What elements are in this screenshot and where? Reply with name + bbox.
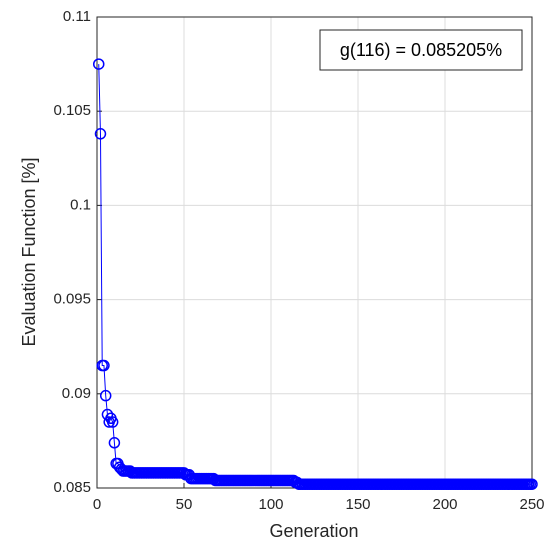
y-tick-label: 0.085	[53, 479, 91, 496]
marker	[108, 437, 121, 449]
marker	[106, 416, 119, 428]
x-tick-label: 200	[432, 496, 457, 513]
y-axis-label: Evaluation Function [%]	[19, 157, 39, 346]
marker	[98, 359, 110, 372]
marker	[94, 128, 107, 140]
y-tick-label: 0.09	[62, 385, 91, 402]
y-tick-label: 0.105	[53, 102, 91, 119]
y-tick-label: 0.11	[63, 8, 91, 25]
y-tick-label: 0.095	[53, 291, 91, 308]
annotation-box	[319, 29, 523, 71]
marker	[99, 389, 112, 402]
x-tick-label: 100	[258, 496, 283, 513]
y-tick-label: 0.1	[70, 196, 91, 213]
marker	[526, 478, 538, 490]
marker	[92, 58, 105, 70]
annotation: g(116) = 0.085205%	[340, 40, 502, 60]
x-tick-label: 50	[176, 496, 193, 513]
x-axis-label: Generation	[269, 521, 358, 541]
x-tick-label: 250	[519, 496, 544, 513]
x-tick-label: 0	[93, 496, 101, 513]
marker	[101, 408, 114, 421]
x-tick-label: 150	[345, 496, 370, 513]
